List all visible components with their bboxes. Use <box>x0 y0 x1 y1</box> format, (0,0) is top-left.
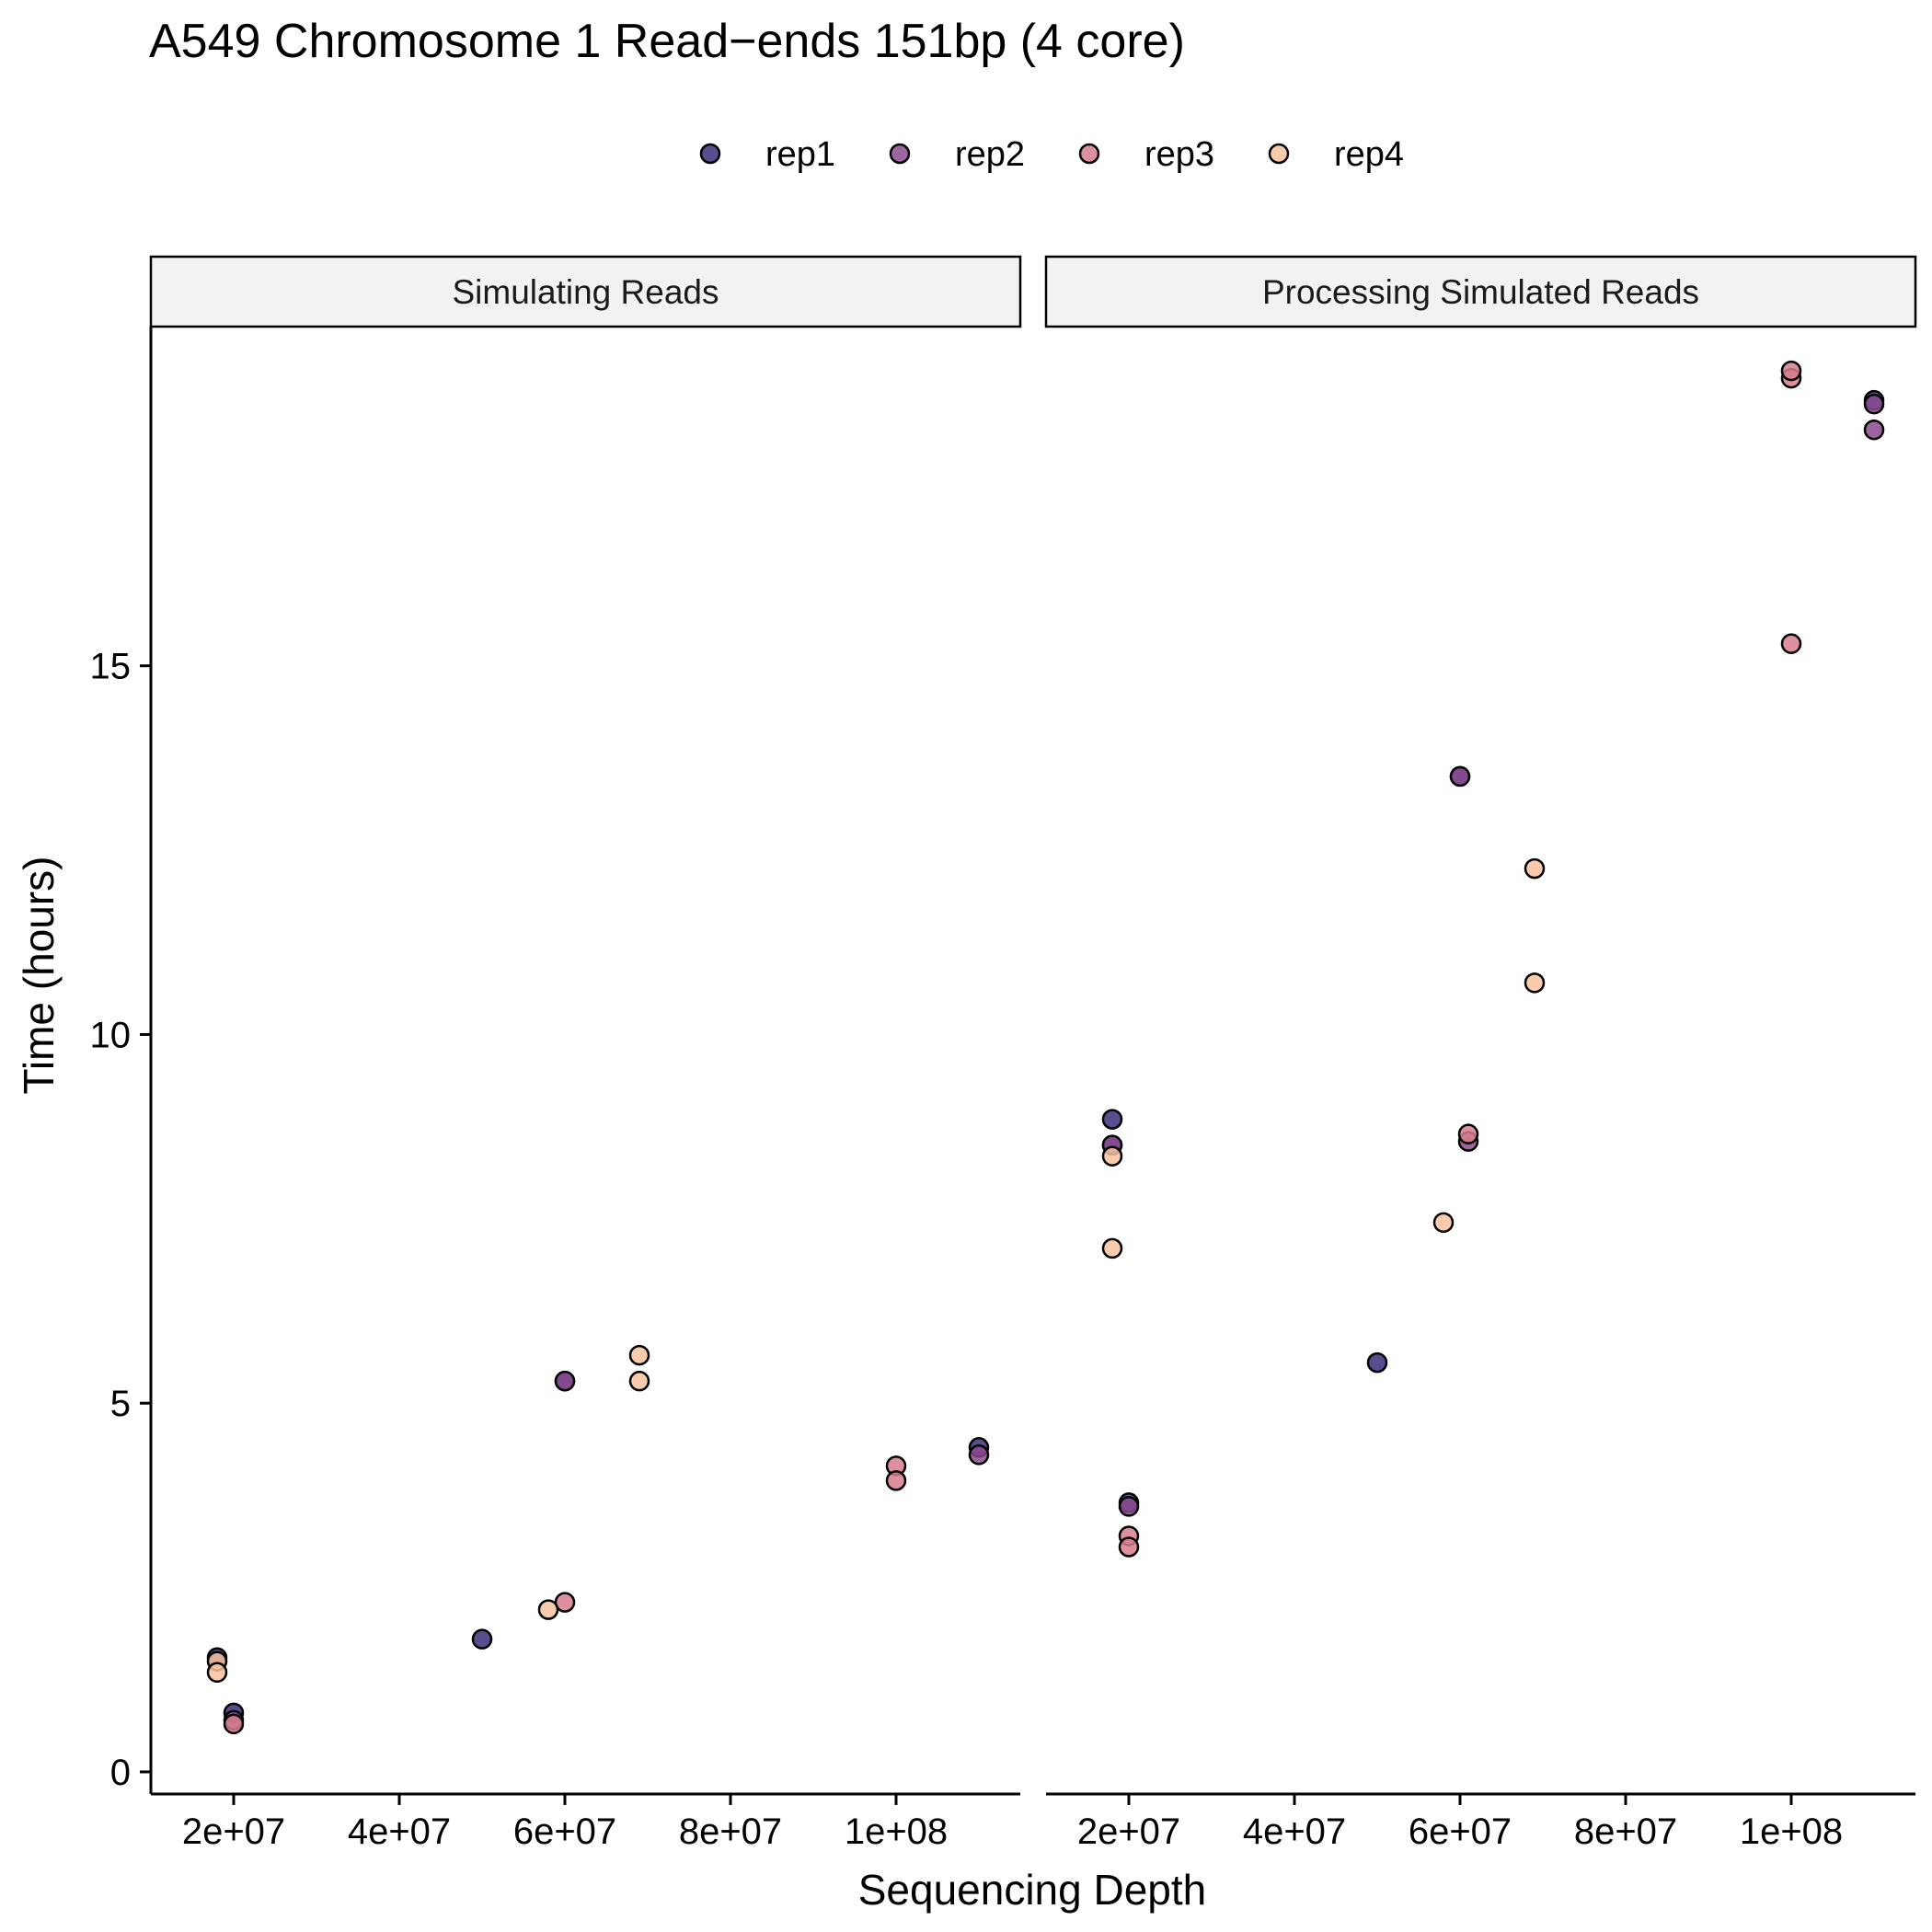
data-point-rep1 <box>471 1628 493 1650</box>
legend-key-rep4 <box>1268 143 1290 165</box>
data-point-rep3 <box>1457 1123 1479 1144</box>
data-point-rep4 <box>628 1370 650 1392</box>
facet-panel-simulating-reads: Simulating Reads 2e+07 4e+07 6e+07 8e+07 1e+… <box>149 255 1022 1852</box>
data-point-rep1 <box>1366 1351 1388 1374</box>
data-point-rep3 <box>1780 633 1802 654</box>
legend-label-rep3: rep3 <box>1144 135 1214 174</box>
y-tick-label: 15 <box>90 647 132 687</box>
data-point-rep1 <box>1101 1109 1123 1130</box>
facet-axes-processing-simulated-reads: 2e+07 4e+07 6e+07 8e+07 1e+08 <box>1046 1792 1915 1852</box>
data-point-rep3 <box>223 1713 245 1735</box>
facet-panel-processing-simulated-reads: Processing Simulated Reads 2e+07 4e+07 6e+… <box>1044 255 1917 1852</box>
x-tick-label: 1e+08 <box>1740 1811 1843 1852</box>
data-point-rep3 <box>1118 1536 1140 1558</box>
data-point-rep4 <box>206 1662 228 1684</box>
legend-key-rep2 <box>889 143 911 165</box>
facet-axes-simulating-reads: 2e+07 4e+07 6e+07 8e+07 1e+08 <box>151 1792 1020 1852</box>
legend-label-rep1: rep1 <box>765 135 835 174</box>
data-point-rep2 <box>1863 419 1885 441</box>
x-tick-label: 4e+07 <box>348 1811 451 1852</box>
chart-title: A549 Chromosome 1 Read−ends 151bp (4 cor… <box>149 15 1185 68</box>
y-tick-label: 0 <box>110 1753 131 1793</box>
legend-label-rep2: rep2 <box>955 135 1025 174</box>
y-tick-label: 5 <box>110 1384 131 1424</box>
x-tick-label: 2e+07 <box>182 1811 285 1852</box>
data-point-rep4 <box>1101 1237 1123 1259</box>
x-tick-label: 8e+07 <box>679 1811 782 1852</box>
data-point-rep2 <box>1449 765 1471 788</box>
data-point-rep4 <box>1101 1145 1123 1167</box>
facet-strip-label-simulating-reads: Simulating Reads <box>453 273 719 311</box>
legend-key-rep1 <box>699 143 721 165</box>
x-tick-label: 6e+07 <box>1409 1811 1512 1852</box>
data-point-rep3 <box>1780 360 1802 382</box>
x-axis-title: Sequencing Depth <box>858 1866 1207 1914</box>
data-point-rep4 <box>1524 857 1546 880</box>
y-axis: 0 5 10 15 <box>90 327 153 1794</box>
x-tick-label: 2e+07 <box>1077 1811 1180 1852</box>
data-point-rep4 <box>537 1599 559 1620</box>
data-point-rep2 <box>968 1444 990 1466</box>
data-point-rep3 <box>554 1592 576 1613</box>
data-point-rep4 <box>1432 1212 1455 1234</box>
data-point-rep2 <box>1118 1496 1140 1517</box>
data-point-rep2 <box>1863 393 1885 415</box>
data-point-rep4 <box>628 1344 650 1366</box>
data-point-rep3 <box>885 1470 907 1491</box>
facet-points-processing-simulated-reads <box>1101 360 1885 1558</box>
legend: rep1 rep2 rep3 rep4 <box>699 135 1404 174</box>
x-tick-label: 4e+07 <box>1243 1811 1346 1852</box>
facet-strip-label-processing-simulated-reads: Processing Simulated Reads <box>1262 273 1699 311</box>
x-tick-label: 6e+07 <box>513 1811 616 1852</box>
y-tick-label: 10 <box>90 1015 132 1055</box>
facet-strip-processing-simulated-reads <box>1044 255 1917 328</box>
legend-key-rep3 <box>1078 143 1100 165</box>
data-point-rep4 <box>1524 972 1546 994</box>
facet-points-simulating-reads <box>206 1344 990 1735</box>
x-tick-label: 1e+08 <box>845 1811 948 1852</box>
legend-label-rep4: rep4 <box>1334 135 1404 174</box>
y-axis-title: Time (hours) <box>15 857 63 1095</box>
data-point-rep2 <box>554 1370 576 1392</box>
facet-strip-simulating-reads <box>149 255 1022 328</box>
x-tick-label: 8e+07 <box>1574 1811 1677 1852</box>
